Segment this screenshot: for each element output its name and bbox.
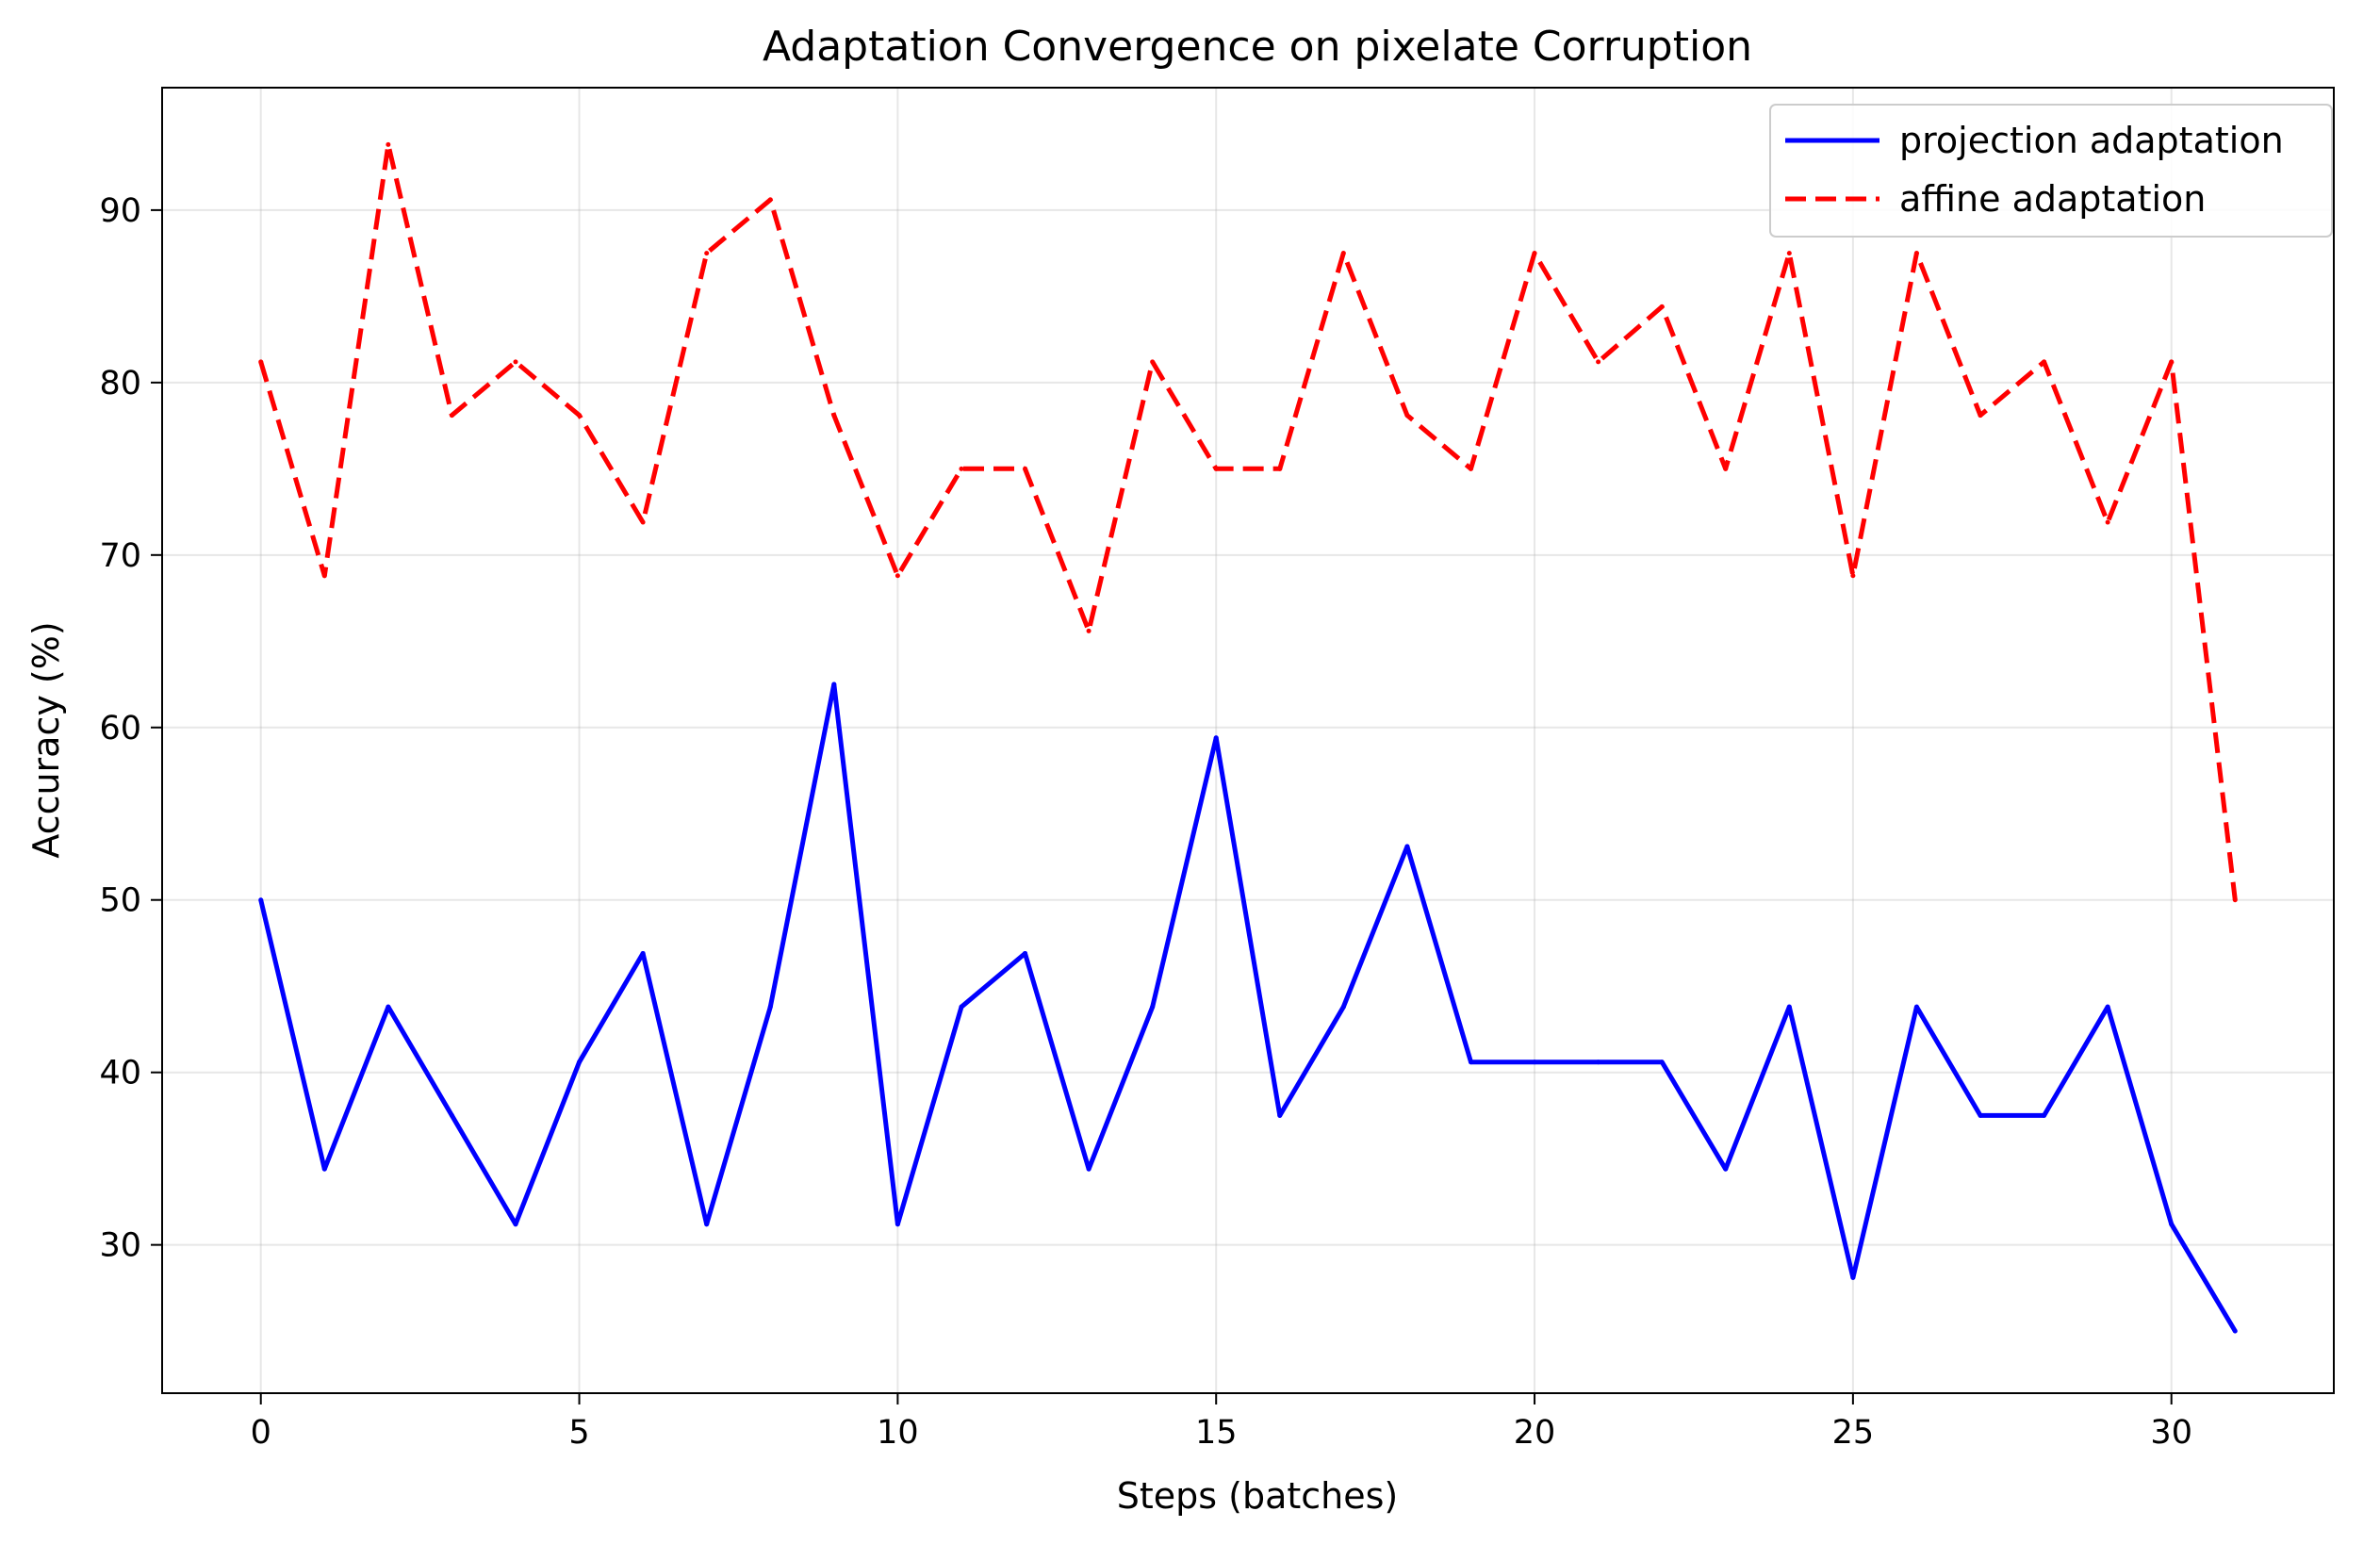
series-1-point (2169, 359, 2175, 365)
series-0-point (2105, 1004, 2110, 1010)
series-1-point (1786, 251, 1792, 256)
series-1-point (895, 573, 900, 579)
series-0-point (513, 1222, 518, 1227)
series-1-point (1850, 573, 1856, 579)
series-0-point (1596, 1059, 1601, 1065)
series-0-point (1723, 1166, 1729, 1172)
x-axis-ticks: 0 5 10 15 20 25 30 (251, 1393, 2192, 1452)
legend-box (1769, 104, 2333, 238)
x-tick-label: 0 (251, 1414, 271, 1452)
x-tick-label: 15 (1195, 1414, 1238, 1452)
series-1-point (449, 413, 454, 419)
series-lines (258, 141, 2238, 1334)
series-1-point (1086, 628, 1092, 633)
y-tick-label: 70 (99, 537, 141, 575)
series-1-point (640, 519, 646, 525)
x-tick-label: 30 (2150, 1414, 2192, 1452)
legend-label-affine: affine adaptation (1899, 178, 2206, 220)
series-0-point (1532, 1059, 1537, 1065)
series-1-point (2232, 897, 2238, 903)
series-0-point (1913, 1004, 1919, 1010)
series-1-point (2042, 359, 2047, 365)
series-0-point (2232, 1328, 2238, 1334)
series-1-point (1978, 413, 1983, 419)
series-1-point (1468, 466, 1473, 471)
series-0-point (959, 1004, 964, 1010)
series-0-point (640, 950, 646, 956)
series-0-point (831, 682, 837, 687)
series-0-point (1786, 1004, 1792, 1010)
y-tick-label: 90 (99, 192, 141, 230)
series-1-point (1659, 304, 1665, 309)
series-0-point (1086, 1166, 1092, 1172)
series-1-point (1277, 466, 1283, 471)
series-1-point (2105, 519, 2110, 525)
series-1-point (321, 573, 327, 579)
x-tick-label: 5 (568, 1414, 589, 1452)
series-0-point (767, 1004, 773, 1010)
series-0-point (1659, 1059, 1665, 1065)
series-0-point (895, 1222, 900, 1227)
series-0-point (1340, 1004, 1346, 1010)
series-1-point (513, 359, 518, 365)
series-line-0 (258, 682, 2238, 1333)
series-0-point (1404, 844, 1410, 849)
x-axis-label: Steps (batches) (1117, 1475, 1399, 1517)
series-0-point (321, 1166, 327, 1172)
series-line-1 (258, 141, 2238, 900)
series-0-point (258, 897, 264, 903)
series-1-point (1213, 466, 1219, 471)
series-1-point (767, 197, 773, 203)
y-tick-label: 40 (99, 1055, 141, 1092)
series-1-point (258, 359, 264, 365)
series-1-point (704, 251, 710, 256)
series-0-point (577, 1059, 583, 1065)
grid-lines (162, 88, 2334, 1393)
series-0-point (1277, 1112, 1283, 1118)
series-1-point (386, 141, 391, 147)
series-1-point (1596, 359, 1601, 365)
chart-title: Adaptation Convergence on pixelate Corru… (763, 23, 1752, 71)
series-0-point (386, 1004, 391, 1010)
series-1-point (1340, 251, 1346, 256)
plot-frame (161, 87, 2335, 1394)
legend-label-projection: projection adaptation (1899, 120, 2284, 161)
series-0-point (1023, 950, 1028, 956)
series-1-point (1532, 251, 1537, 256)
x-tick-label: 25 (1832, 1414, 1875, 1452)
series-1-point (1404, 413, 1410, 419)
series-1-point (959, 466, 964, 471)
x-tick-label: 10 (877, 1414, 919, 1452)
series-0-point (2169, 1222, 2175, 1227)
x-tick-label: 20 (1514, 1414, 1556, 1452)
y-axis-label: Accuracy (%) (25, 621, 67, 858)
series-0-point (1213, 735, 1219, 741)
y-tick-label: 50 (99, 882, 141, 920)
series-0-point (449, 1112, 454, 1118)
series-0-point (1850, 1274, 1856, 1280)
series-0-point (2042, 1112, 2047, 1118)
series-1-point (1150, 359, 1156, 365)
legend: projection adaptation affine adaptation (1769, 104, 2333, 238)
series-1-point (1913, 251, 1919, 256)
y-tick-label: 80 (99, 365, 141, 402)
series-1-point (1723, 466, 1729, 471)
series-1-point (577, 413, 583, 419)
series-1-point (1023, 466, 1028, 471)
series-1-point (831, 413, 837, 419)
y-axis-ticks: 30 40 50 60 70 80 90 (99, 192, 162, 1265)
y-tick-label: 60 (99, 710, 141, 747)
series-0-point (1468, 1059, 1473, 1065)
series-0-point (1978, 1112, 1983, 1118)
series-0-point (1150, 1004, 1156, 1010)
series-0-point (704, 1222, 710, 1227)
y-tick-label: 30 (99, 1227, 141, 1265)
